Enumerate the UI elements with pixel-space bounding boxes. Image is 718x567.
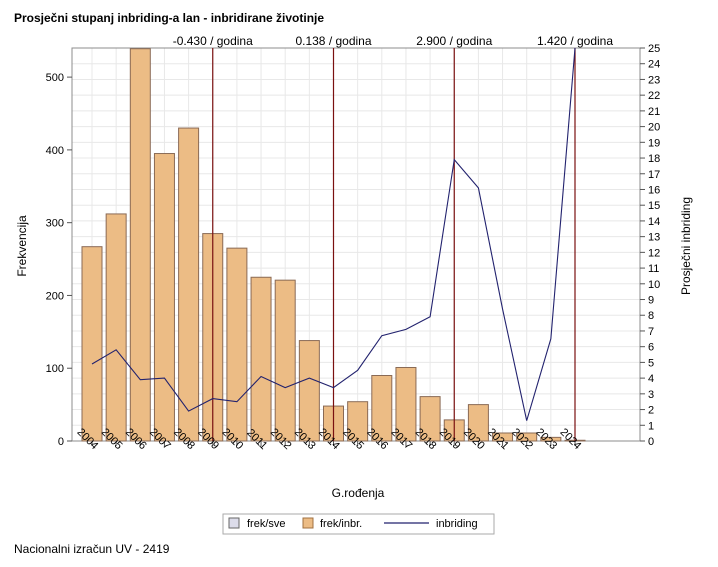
y2-tick-label: 19 bbox=[648, 137, 660, 149]
legend: frek/sve frek/inbr. inbriding bbox=[222, 513, 495, 535]
y2-tick-label: 23 bbox=[648, 74, 660, 86]
y-axis-title: Frekvencija bbox=[15, 215, 29, 277]
y2-tick-label: 18 bbox=[648, 153, 660, 165]
y2-tick-label: 0 bbox=[648, 436, 654, 448]
y2-tick-label: 11 bbox=[648, 263, 659, 275]
footnote: Nacionalni izračun UV - 2419 bbox=[14, 542, 170, 556]
y2-tick-label: 16 bbox=[648, 184, 660, 196]
reference-label-2014: 0.138 / godina bbox=[295, 34, 371, 48]
legend-label-frek-inbr: frek/inbr. bbox=[320, 518, 362, 530]
reference-label-2009: -0.430 / godina bbox=[173, 34, 253, 48]
y-tick-label: 200 bbox=[46, 290, 64, 302]
bars bbox=[81, 48, 586, 442]
x-axis-title: G.rođenja bbox=[332, 486, 385, 500]
reference-label-2019: 2.900 / godina bbox=[416, 34, 492, 48]
reference-label-2024: 1.420 / godina bbox=[537, 34, 613, 48]
bar-frekinbr-2011 bbox=[250, 276, 272, 442]
bar-frekinbr-2007 bbox=[153, 153, 175, 442]
y2-tick-label: 22 bbox=[648, 90, 660, 102]
y2-tick-label: 15 bbox=[648, 200, 660, 212]
y2-axis: 0123456789101112131415161718192021222324… bbox=[640, 43, 660, 448]
y2-tick-label: 5 bbox=[648, 357, 654, 369]
x-tick-label: 2024 bbox=[558, 426, 584, 452]
y-axis: 0 100 200 300 400 500 bbox=[46, 72, 72, 448]
y2-tick-label: 2 bbox=[648, 405, 654, 417]
y2-tick-label: 7 bbox=[648, 326, 654, 338]
reference-lines: -0.430 / godina 0.138 / godina 2.900 / god… bbox=[173, 34, 613, 441]
line-inbriding bbox=[91, 47, 576, 421]
bar-frekinbr-2005 bbox=[105, 213, 127, 442]
y2-tick-label: 10 bbox=[648, 279, 660, 291]
y2-tick-label: 20 bbox=[648, 122, 660, 134]
y2-tick-label: 12 bbox=[648, 247, 660, 259]
y2-tick-label: 24 bbox=[648, 59, 660, 71]
y2-tick-label: 14 bbox=[648, 216, 660, 228]
y2-axis-title: Prosječni inbriding bbox=[679, 197, 693, 295]
x-tick-label: 2021 bbox=[485, 426, 511, 452]
legend-box bbox=[222, 513, 495, 535]
y2-tick-label: 6 bbox=[648, 342, 654, 354]
y-tick-label: 500 bbox=[46, 72, 64, 84]
legend-label-frek-sve: frek/sve bbox=[247, 518, 286, 530]
bar-frekinbr-2004 bbox=[81, 246, 103, 442]
y2-tick-label: 13 bbox=[648, 232, 660, 244]
x-tick-label: 2023 bbox=[533, 426, 559, 452]
legend-swatch-frek-inbr bbox=[302, 517, 314, 529]
y2-tick-label: 3 bbox=[648, 389, 654, 401]
y2-tick-label: 21 bbox=[648, 106, 660, 118]
bar-frekinbr-2006 bbox=[129, 48, 151, 442]
y-tick-label: 100 bbox=[46, 363, 64, 375]
bar-frekinbr-2013 bbox=[298, 340, 320, 442]
legend-swatch-frek-sve bbox=[228, 517, 240, 529]
y2-tick-label: 8 bbox=[648, 310, 654, 322]
inbriding-line bbox=[91, 47, 576, 421]
y-tick-label: 0 bbox=[58, 436, 64, 448]
y2-tick-label: 4 bbox=[648, 373, 654, 385]
y2-tick-label: 25 bbox=[648, 43, 660, 55]
legend-label-inbriding: inbriding bbox=[436, 518, 478, 530]
x-axis: 2004200520062007200820092010201120122013… bbox=[75, 426, 584, 452]
bar-frekinbr-2012 bbox=[274, 279, 296, 442]
x-tick-label: 2022 bbox=[509, 426, 535, 452]
y-tick-label: 300 bbox=[46, 218, 64, 230]
bar-frekinbr-2010 bbox=[226, 247, 248, 442]
y2-tick-label: 1 bbox=[648, 420, 654, 432]
y2-tick-label: 17 bbox=[648, 169, 660, 181]
page-title: Prosječni stupanj inbriding-a lan - inbr… bbox=[14, 11, 325, 25]
y-tick-label: 400 bbox=[46, 145, 64, 157]
bar-frekinbr-2008 bbox=[178, 127, 200, 442]
y2-tick-label: 9 bbox=[648, 295, 654, 307]
